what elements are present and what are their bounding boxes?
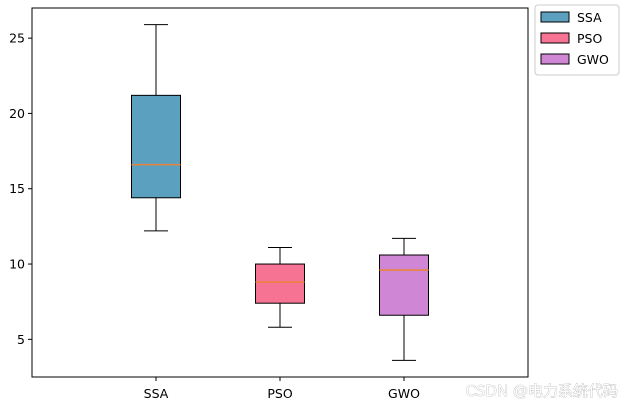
box-pso [255,246,305,328]
box-gwo [379,237,429,361]
legend-label-pso: PSO [577,31,602,46]
y-tick-label: 20 [9,106,25,121]
boxes-layer [131,24,429,361]
y-tick-label: 5 [17,332,25,347]
box-ssa [131,24,181,232]
legend-swatch-pso [540,32,570,44]
y-axis: 5 10 15 20 25 [9,31,32,347]
legend-swatch-gwo [540,53,570,65]
legend-swatch-ssa [540,11,570,23]
y-tick-label: 10 [9,257,25,272]
y-tick-label: 15 [9,181,25,196]
x-tick-label: SSA [144,386,169,401]
y-tick-label: 25 [9,31,25,46]
x-tick-label: GWO [388,386,420,401]
watermark-text: CSDN @电力系统代码 [465,382,618,400]
legend-label-ssa: SSA [577,10,602,25]
legend-label-gwo: GWO [577,52,609,67]
box-body-ssa [131,94,181,199]
x-axis: SSA PSO GWO [144,377,420,401]
legend: SSA PSO GWO [534,4,620,76]
box-body-pso [255,263,305,304]
x-tick-label: PSO [267,386,292,401]
box-body-gwo [379,254,429,316]
